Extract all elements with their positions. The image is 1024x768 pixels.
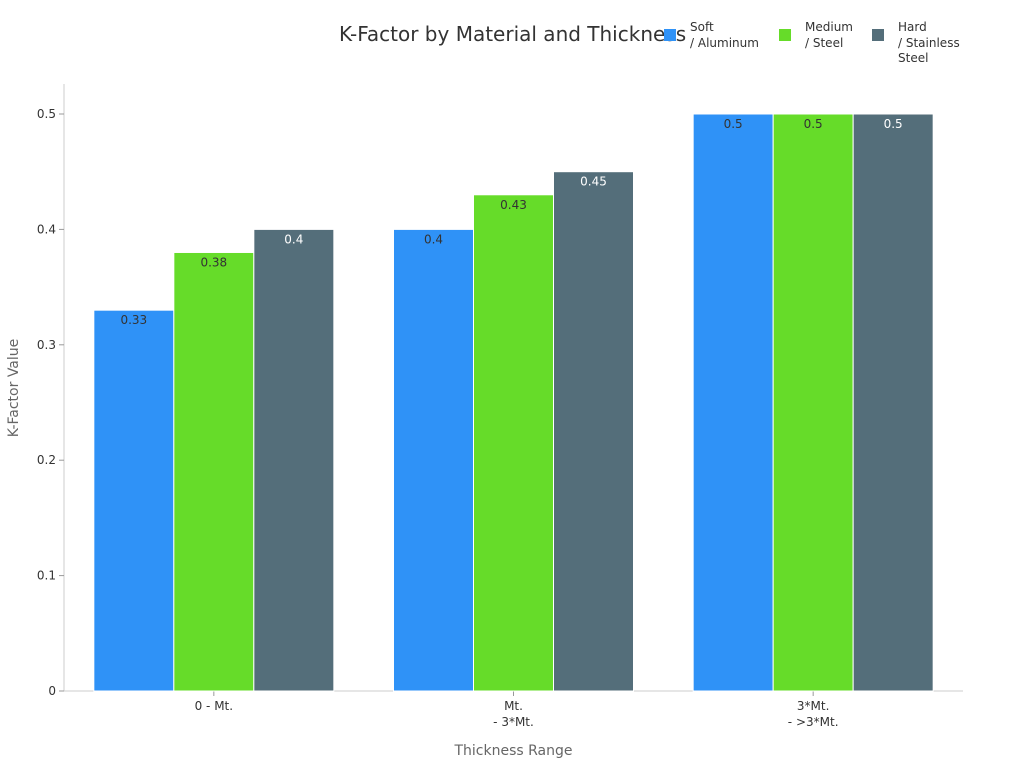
legend-label-line: Steel: [898, 51, 929, 65]
legend-swatch: [664, 29, 676, 41]
x-tick-label: - 3*Mt.: [493, 715, 534, 729]
legend-label: Soft / Aluminum: [690, 20, 759, 51]
y-axis-title: K-Factor Value: [6, 339, 22, 438]
legend-label-line: / Aluminum: [690, 35, 759, 50]
x-axis-title: Thickness Range: [453, 743, 572, 759]
legend-label-line: / Steel: [805, 35, 844, 50]
bar: [93, 309, 175, 692]
y-tick-label: 0.3: [37, 338, 56, 352]
legend-swatch: [779, 29, 791, 41]
legend-label: Hard / Stainless Steel: [898, 20, 960, 67]
legend-label-line: Medium: [805, 20, 853, 34]
bar: [253, 228, 335, 692]
x-tick-label: 3*Mt.: [797, 699, 830, 713]
data-label: 0.4: [284, 232, 303, 246]
bar: [772, 113, 854, 692]
bar: [393, 228, 474, 692]
y-tick-label: 0: [48, 684, 56, 698]
legend-label-line: Soft: [690, 20, 714, 34]
legend-label-line: / Stainless: [898, 35, 960, 50]
bar: [692, 113, 774, 692]
legend-item[interactable]: Hard / Stainless Steel: [872, 20, 960, 67]
data-label: 0.5: [884, 117, 903, 131]
legend-label-line: Hard: [898, 20, 927, 34]
data-label: 0.33: [120, 313, 147, 327]
legend-item[interactable]: Soft / Aluminum: [664, 20, 759, 51]
legend-swatch: [872, 29, 884, 41]
data-label: 0.4: [424, 232, 443, 246]
chart-title: K-Factor by Material and Thickness: [339, 22, 687, 46]
bar: [473, 194, 554, 692]
y-tick-label: 0.1: [37, 569, 56, 583]
data-label: 0.5: [724, 117, 743, 131]
y-tick-label: 0.5: [37, 107, 56, 121]
x-tick-label: - >3*Mt.: [788, 715, 839, 729]
bar: [553, 171, 634, 692]
bar: [852, 113, 934, 692]
y-tick-label: 0.2: [37, 453, 56, 467]
data-label: 0.5: [804, 117, 823, 131]
x-tick-label: Mt.: [504, 699, 523, 713]
legend-item[interactable]: Medium / Steel: [779, 20, 853, 51]
legend-label: Medium / Steel: [805, 20, 853, 51]
y-tick-label: 0.4: [37, 222, 56, 236]
bar: [173, 251, 255, 692]
data-label: 0.38: [200, 255, 227, 269]
data-label: 0.45: [580, 175, 607, 189]
x-tick-label: 0 - Mt.: [195, 699, 233, 713]
data-label: 0.43: [500, 198, 527, 212]
